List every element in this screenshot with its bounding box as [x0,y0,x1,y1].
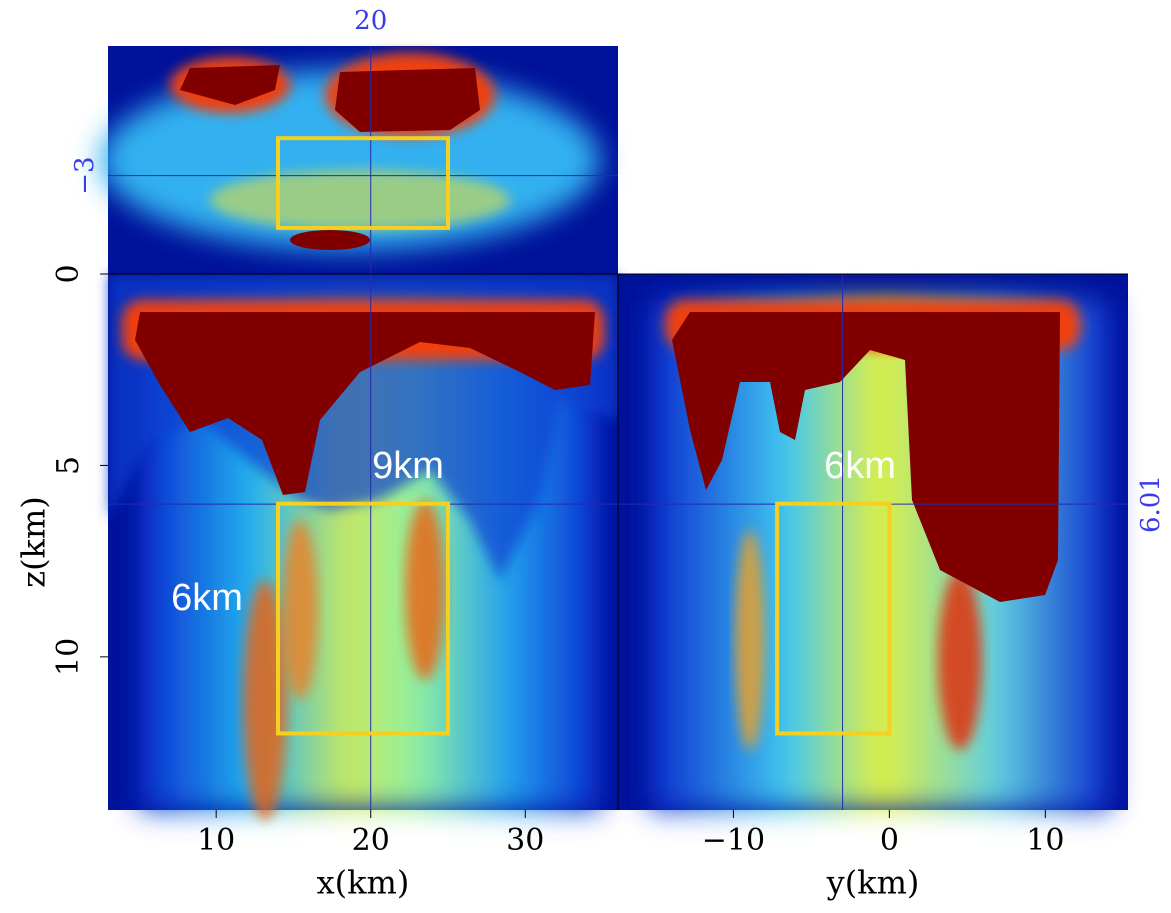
annotation: 9km [372,445,444,487]
crosshair-label: 6.01 [1136,475,1166,533]
heatmap-side [618,274,1128,810]
y-axis-label: y(km) [826,864,920,902]
z-tick-label: 0 [51,264,86,283]
highlight-box [775,501,892,736]
highlight-box [276,501,450,736]
x-axis-label: x(km) [317,864,410,902]
heatmap-top [100,46,618,274]
crosshair-label: −3 [70,156,100,194]
x-tick-label: 20 [352,823,390,858]
z-tick-label: 5 [51,456,86,475]
x-tick-label: 10 [197,823,235,858]
y-tick-label: −10 [702,823,765,858]
annotation: 6km [171,577,243,619]
highlight-box [276,136,450,230]
y-tick-label: 0 [880,823,899,858]
y-tick-label: 10 [1026,823,1064,858]
x-tick-label: 30 [506,823,544,858]
crosshair-label: 20 [354,6,387,36]
heatmap-front [108,274,618,820]
z-axis-label: z(km) [15,496,53,588]
annotation: 6km [824,445,896,487]
z-tick-label: 10 [51,638,86,676]
